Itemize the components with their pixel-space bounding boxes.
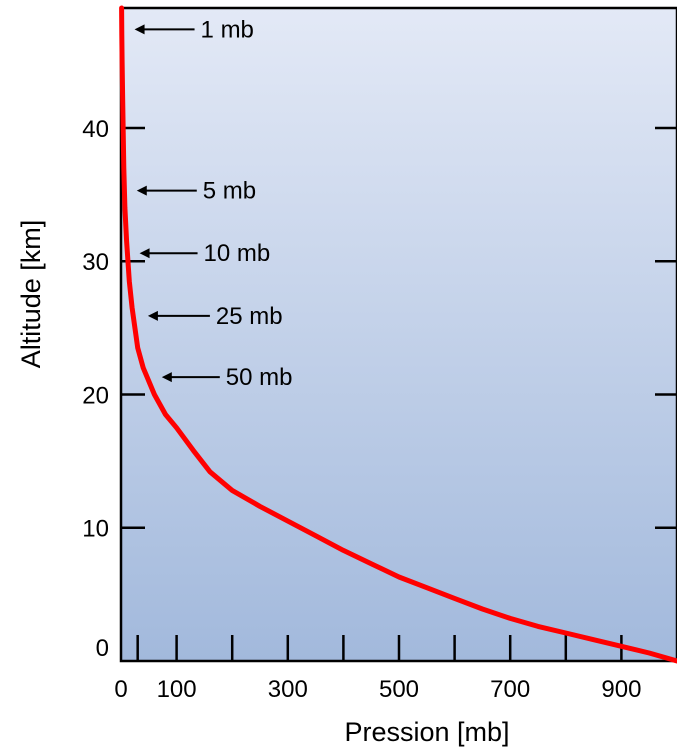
annotation-arrow-head — [136, 185, 147, 196]
annotation: 50 mb — [161, 364, 293, 391]
annotation-arrow-head — [147, 310, 158, 321]
y-tick-label: 30 — [82, 249, 109, 276]
x-tick-label: 500 — [379, 676, 419, 703]
y-tick-label: 40 — [82, 116, 109, 143]
annotation: 5 mb — [136, 178, 256, 205]
annotation-arrow-head — [134, 24, 145, 35]
annotation-arrow-head — [161, 372, 172, 383]
annotation-label: 1 mb — [201, 16, 254, 43]
annotation: 25 mb — [147, 303, 283, 330]
x-tick-label: 700 — [490, 676, 530, 703]
y-tick-label: 10 — [82, 516, 109, 543]
x-tick-label: 100 — [157, 676, 197, 703]
x-tick-label: 0 — [114, 676, 127, 703]
pressure-curve — [119, 5, 677, 664]
x-axis-title: Pression [mb] — [344, 717, 509, 747]
annotation: 1 mb — [134, 16, 254, 43]
y-tick-label: 0 — [96, 635, 109, 662]
x-tick-label: 300 — [268, 676, 308, 703]
annotation-label: 5 mb — [203, 178, 256, 205]
annotation-label: 10 mb — [204, 240, 271, 267]
plot-area — [119, 6, 677, 663]
annotation-arrow-head — [139, 248, 150, 259]
x-tick-label: 900 — [601, 676, 641, 703]
annotation-label: 25 mb — [216, 303, 283, 330]
annotation-label: 50 mb — [226, 364, 293, 391]
annotation: 10 mb — [139, 240, 271, 267]
y-axis-title: Altitude [km] — [16, 220, 46, 369]
y-tick-label: 20 — [82, 382, 109, 409]
